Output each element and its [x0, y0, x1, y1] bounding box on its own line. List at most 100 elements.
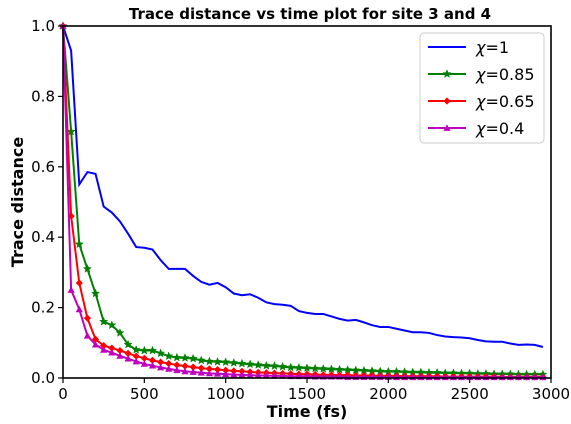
series-4-point: [197, 369, 205, 376]
series-3-point: [140, 354, 148, 362]
legend-box: [419, 32, 545, 144]
series-3-point: [132, 352, 140, 360]
series-4-point: [246, 371, 254, 379]
y-tick-label: 0.4: [31, 228, 55, 246]
series-2-point: [237, 358, 247, 368]
x-tick-label: 1500: [288, 385, 326, 403]
series-4-point: [262, 371, 270, 379]
series-3-point: [83, 314, 91, 322]
series-4-point: [181, 367, 189, 375]
y-tick-label: 0.2: [31, 299, 55, 317]
series-2-point: [261, 360, 271, 370]
series-3-point: [213, 365, 222, 374]
series-2-point: [147, 345, 158, 355]
series-3-point: [165, 359, 173, 368]
series-2-point: [286, 362, 296, 372]
series-2-point: [123, 339, 133, 349]
chart-title: Trace distance vs time plot for site 3 a…: [129, 5, 491, 23]
series-2-point: [196, 355, 206, 365]
series-2-point: [90, 288, 101, 298]
series-2-point: [82, 263, 93, 273]
series-2-point: [310, 363, 320, 373]
y-tick-label: 0.6: [31, 158, 55, 176]
series-2-point: [302, 363, 312, 373]
series-2-point: [188, 353, 198, 363]
series-3-point: [205, 365, 213, 373]
series-3-point: [222, 366, 230, 374]
series-4-point: [205, 369, 213, 377]
legend-marker-4: [443, 124, 451, 131]
series-4-point: [222, 370, 230, 378]
x-tick-label: 1000: [207, 385, 245, 403]
series-2-point: [164, 351, 174, 361]
series-4-point: [132, 357, 140, 365]
series-4-point: [213, 370, 222, 377]
x-axis-title: Time (fs): [267, 402, 348, 421]
series-4-point: [157, 363, 165, 371]
legend-marker-2: [442, 69, 452, 78]
series-3-point: [75, 279, 83, 287]
series-4-point: [140, 360, 148, 367]
series-4-point: [254, 371, 262, 379]
series-2-point: [107, 320, 117, 330]
series-2-point: [212, 356, 223, 366]
series-2-point: [269, 361, 280, 370]
x-tick-label: 0: [58, 385, 68, 403]
series-3-point: [148, 356, 157, 364]
series-3-point: [116, 346, 124, 355]
series-4-point: [238, 371, 246, 378]
series-2-point: [131, 344, 141, 354]
series-3-point: [197, 364, 205, 372]
series-2-point: [253, 360, 263, 369]
series-3-point: [181, 362, 189, 370]
series-2-point: [180, 353, 190, 362]
x-tick-label: 3000: [532, 385, 570, 403]
series-4-point: [124, 355, 132, 362]
legend-label-1: χ=1: [475, 38, 509, 57]
series-2-point: [318, 363, 328, 373]
series-2-point: [277, 361, 288, 371]
series-2-point: [326, 364, 337, 374]
series-3-point: [189, 363, 197, 371]
series-2-point: [115, 328, 125, 337]
series-3-point: [108, 344, 116, 352]
series-2-point: [294, 362, 304, 372]
series-4-point: [100, 346, 108, 353]
legend-marker-3: [443, 97, 451, 105]
y-axis-title: Trace distance: [8, 137, 27, 268]
series-2-point: [334, 364, 345, 374]
x-tick-label: 500: [130, 385, 159, 403]
series-2-point: [99, 316, 109, 326]
legend: χ=1 χ=0.85 χ=0.65 χ=0.4: [419, 32, 545, 144]
series-2-point: [221, 357, 231, 367]
series-3-point: [100, 342, 108, 350]
x-tick-label: 2000: [369, 385, 407, 403]
series-2-point: [155, 348, 166, 358]
series-2-point: [229, 357, 239, 367]
axes: 0 500 1000 1500 2000 2500 3000 0.0 0.2 0.4 0.6 0.8 1…: [31, 17, 570, 403]
legend-label-3: χ=0.65: [475, 92, 535, 111]
series-4-point: [270, 372, 279, 379]
series-line-1: [62, 25, 544, 348]
series-4-point: [67, 286, 75, 293]
series-4-point: [165, 365, 173, 372]
legend-label-4: χ=0.4: [475, 119, 524, 138]
series-2-point: [74, 239, 84, 249]
series-4-point: [189, 368, 197, 375]
series-4-point: [116, 352, 124, 359]
legend-label-2: χ=0.85: [475, 65, 535, 84]
series-4-point: [83, 332, 91, 339]
series-4-point: [230, 370, 238, 378]
series-4-point: [108, 349, 116, 356]
series-4-point: [148, 362, 157, 369]
x-tick-label: 2500: [451, 385, 489, 403]
series-4-point: [75, 305, 83, 313]
series-3-point: [157, 358, 165, 366]
series-4-point: [173, 366, 181, 374]
series-4-point: [279, 372, 287, 379]
series-4-point: [91, 340, 100, 348]
series-3-point: [124, 349, 132, 357]
y-tick-label: 1.0: [31, 17, 55, 35]
series-2-point: [172, 352, 182, 362]
